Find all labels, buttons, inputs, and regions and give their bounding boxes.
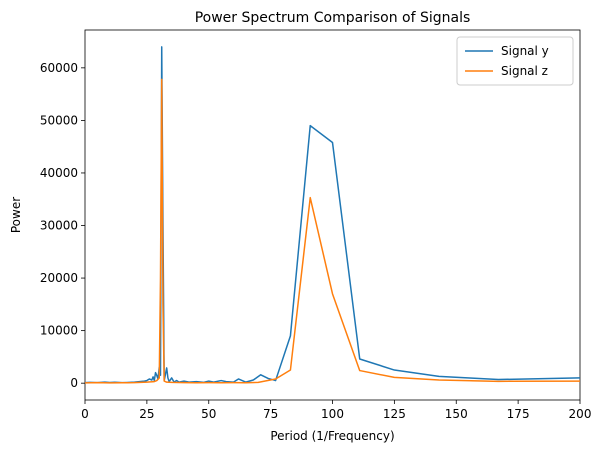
x-tick-label: 50 — [201, 407, 216, 421]
x-tick-label: 25 — [139, 407, 154, 421]
x-tick-label: 125 — [383, 407, 406, 421]
y-tick-label: 60000 — [40, 61, 78, 75]
x-axis: 0 25 50 75 100 125 150 175 200 — [81, 400, 591, 421]
x-tick-label: 200 — [569, 407, 592, 421]
legend-label: Signal z — [501, 64, 548, 78]
y-axis-title: Power — [9, 197, 23, 233]
y-axis: 0 10000 20000 30000 40000 50000 60000 — [40, 61, 85, 390]
series-line-signal-z — [85, 78, 580, 384]
x-tick-label: 75 — [263, 407, 278, 421]
series-line-signal-y — [85, 46, 580, 384]
y-tick-label: 40000 — [40, 166, 78, 180]
x-axis-title: Period (1/Frequency) — [270, 429, 394, 443]
y-tick-label: 0 — [70, 376, 78, 390]
series-lines — [85, 46, 580, 384]
y-tick-label: 50000 — [40, 113, 78, 127]
legend: Signal y Signal z — [456, 36, 574, 86]
x-tick-label: 175 — [507, 407, 530, 421]
legend-label: Signal y — [501, 44, 549, 58]
legend-box — [456, 36, 574, 86]
y-tick-label: 30000 — [40, 219, 78, 233]
y-tick-label: 20000 — [40, 271, 78, 285]
x-tick-label: 100 — [321, 407, 344, 421]
y-tick-label: 10000 — [40, 324, 78, 338]
x-tick-label: 0 — [81, 407, 89, 421]
x-tick-label: 150 — [445, 407, 468, 421]
chart-title: Power Spectrum Comparison of Signals — [195, 10, 471, 26]
